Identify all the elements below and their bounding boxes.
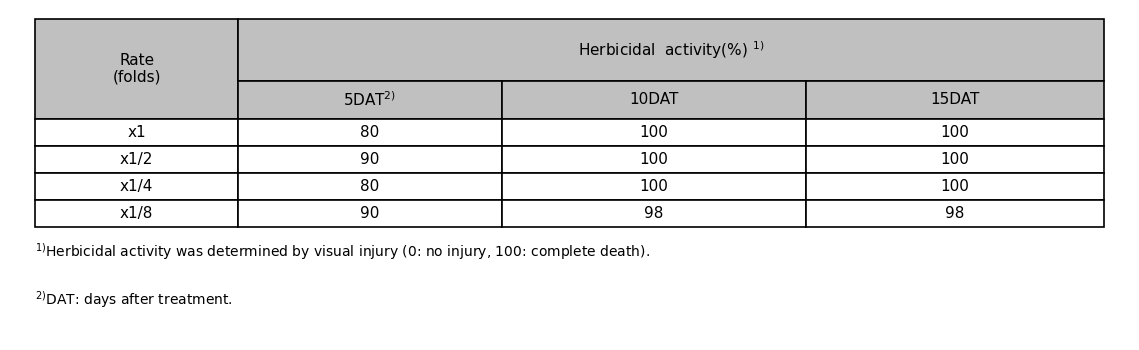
Text: 100: 100 bbox=[639, 179, 669, 194]
Bar bbox=[805, 200, 1104, 227]
Text: 90: 90 bbox=[360, 152, 379, 167]
Bar bbox=[35, 146, 238, 173]
Text: 15DAT: 15DAT bbox=[929, 92, 980, 107]
Bar bbox=[35, 200, 238, 227]
Bar bbox=[502, 173, 805, 200]
Bar bbox=[238, 200, 502, 227]
Text: 100: 100 bbox=[940, 179, 969, 194]
Bar bbox=[238, 19, 1104, 81]
Bar bbox=[502, 81, 805, 119]
Bar bbox=[805, 119, 1104, 146]
Text: x1: x1 bbox=[128, 125, 146, 140]
Text: 90: 90 bbox=[360, 206, 379, 221]
Bar bbox=[35, 19, 238, 119]
Bar bbox=[238, 173, 502, 200]
Bar bbox=[35, 173, 238, 200]
Text: x1/8: x1/8 bbox=[120, 206, 154, 221]
Text: $^{2)}$DAT: days after treatment.: $^{2)}$DAT: days after treatment. bbox=[35, 289, 233, 310]
Text: 100: 100 bbox=[639, 152, 669, 167]
Text: 98: 98 bbox=[645, 206, 664, 221]
Text: $^{1)}$Herbicidal activity was determined by visual injury (0: no injury, 100: c: $^{1)}$Herbicidal activity was determine… bbox=[35, 241, 650, 262]
Text: 100: 100 bbox=[940, 125, 969, 140]
Text: 100: 100 bbox=[940, 152, 969, 167]
Text: 80: 80 bbox=[360, 125, 379, 140]
Bar bbox=[805, 173, 1104, 200]
Text: x1/2: x1/2 bbox=[120, 152, 154, 167]
Bar bbox=[238, 146, 502, 173]
Bar bbox=[238, 81, 502, 119]
Text: 5DAT$^{2)}$: 5DAT$^{2)}$ bbox=[344, 91, 396, 109]
Bar bbox=[805, 81, 1104, 119]
Text: Rate
(folds): Rate (folds) bbox=[113, 52, 161, 85]
Bar bbox=[238, 119, 502, 146]
Bar bbox=[502, 119, 805, 146]
Text: Herbicidal  activity(%) $^{1)}$: Herbicidal activity(%) $^{1)}$ bbox=[577, 39, 764, 61]
Text: 100: 100 bbox=[639, 125, 669, 140]
Bar bbox=[805, 146, 1104, 173]
Bar bbox=[502, 146, 805, 173]
Text: 10DAT: 10DAT bbox=[629, 92, 679, 107]
Bar bbox=[35, 119, 238, 146]
Text: x1/4: x1/4 bbox=[120, 179, 154, 194]
Bar bbox=[502, 200, 805, 227]
Text: 80: 80 bbox=[360, 179, 379, 194]
Text: 98: 98 bbox=[945, 206, 965, 221]
